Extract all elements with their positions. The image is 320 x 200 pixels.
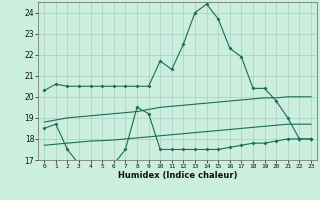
X-axis label: Humidex (Indice chaleur): Humidex (Indice chaleur)	[118, 171, 237, 180]
